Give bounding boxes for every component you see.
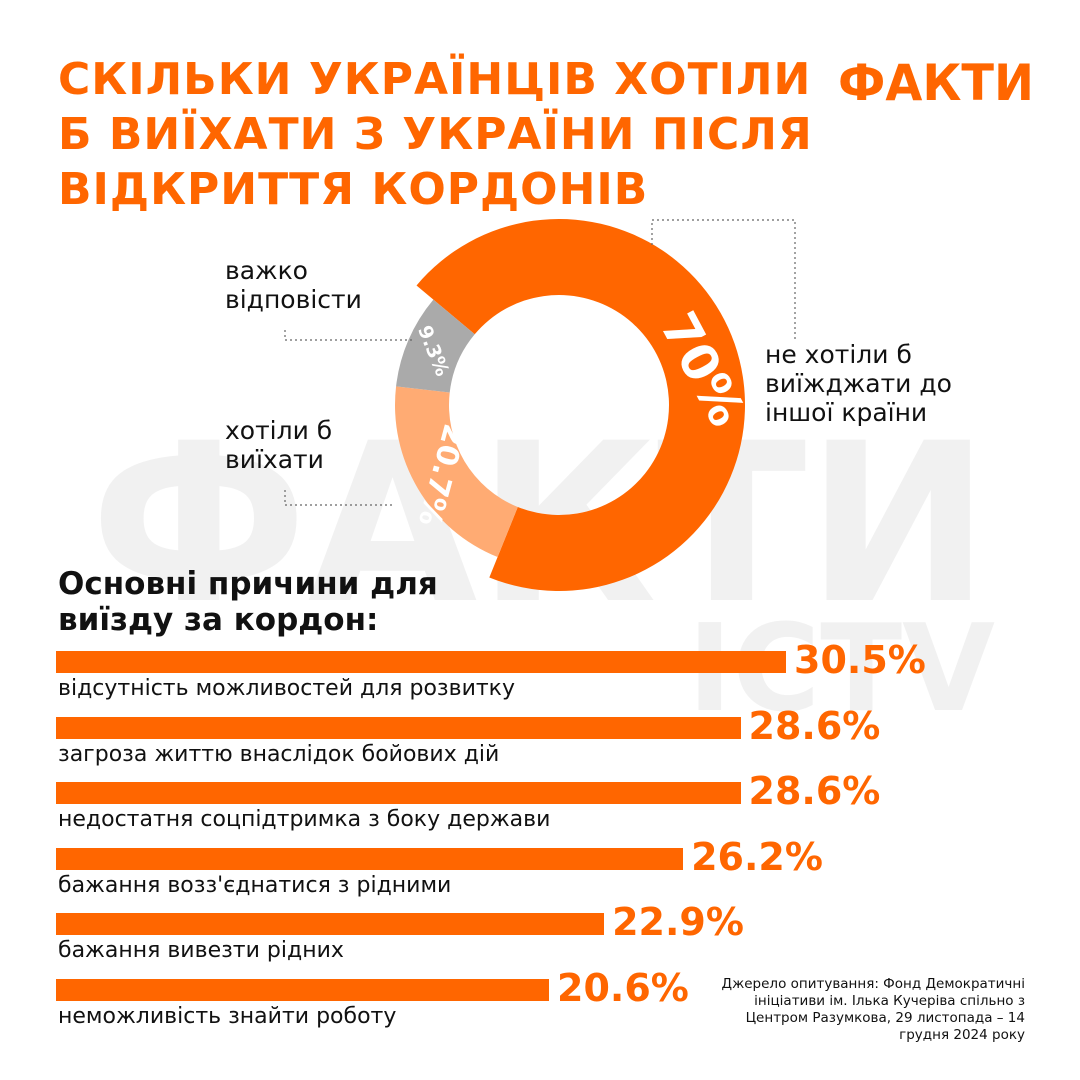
bar-value-label: 22.9% bbox=[612, 900, 744, 944]
bar-category-label: недостатня соцпідтримка з боку держави bbox=[58, 807, 551, 832]
bar-row: 28.6% недостатня соцпідтримка з боку держ… bbox=[56, 770, 976, 845]
bar bbox=[56, 716, 741, 739]
bar-row: 28.6% загроза життю внаслідок бойових дій bbox=[56, 705, 976, 780]
source-note: Джерело опитування: Фонд Демократичні ін… bbox=[721, 976, 1025, 1043]
bar bbox=[56, 913, 605, 935]
donut-slice-want-to-leave bbox=[395, 386, 518, 558]
bar-category-label: неможливість знайти роботу bbox=[58, 1003, 397, 1029]
slice-label-not-leave: не хотіли б виїжджати до іншої країни bbox=[765, 340, 952, 427]
chart-title: СКІЛЬКИ УКРАЇНЦІВ ХОТІЛИ Б ВИЇХАТИ З УКР… bbox=[58, 54, 813, 215]
bar bbox=[56, 651, 786, 673]
bar bbox=[56, 782, 741, 804]
bar-row: 22.9% бажання вивезти рідних bbox=[56, 901, 976, 976]
bar-value-label: 28.6% bbox=[748, 703, 881, 748]
slice-label-hard-to-answer: важко відповісти bbox=[225, 256, 362, 314]
slice-label-want-to-leave: хотіли б виїхати bbox=[225, 416, 333, 474]
brand-logo: ФАКТИ bbox=[838, 56, 1034, 106]
bar-row: 20.6% неможливість знайти роботу bbox=[56, 967, 976, 1042]
brand-logo-text: ФАКТИ bbox=[838, 56, 1034, 106]
bar-value-label: 28.6% bbox=[748, 769, 881, 813]
bar-category-label: бажання вивезти рідних bbox=[58, 938, 344, 963]
bar-value-label: 26.2% bbox=[691, 834, 823, 879]
bars-title: Основні причини для виїзду за кордон: bbox=[58, 566, 438, 638]
bar bbox=[56, 978, 550, 1001]
bar-row: 30.5% відсутність можливостей для розвитк… bbox=[56, 639, 976, 714]
bar bbox=[56, 847, 684, 870]
bar-value-label: 30.5% bbox=[794, 638, 926, 682]
bar-row: 26.2% бажання возз'єднатися з рідними bbox=[56, 836, 976, 911]
bar-category-label: загроза життю внаслідок бойових дій bbox=[58, 741, 500, 767]
bar-category-label: бажання возз'єднатися з рідними bbox=[58, 872, 452, 898]
bar-value-label: 20.6% bbox=[557, 965, 689, 1010]
donut-slice-hard-to-answer bbox=[396, 299, 475, 393]
bar-chart: 30.5% відсутність можливостей для розвитк… bbox=[56, 639, 976, 1042]
donut-chart: 70%20.7%9.3% bbox=[395, 219, 745, 591]
bar-category-label: відсутність можливостей для розвитку bbox=[58, 676, 515, 701]
